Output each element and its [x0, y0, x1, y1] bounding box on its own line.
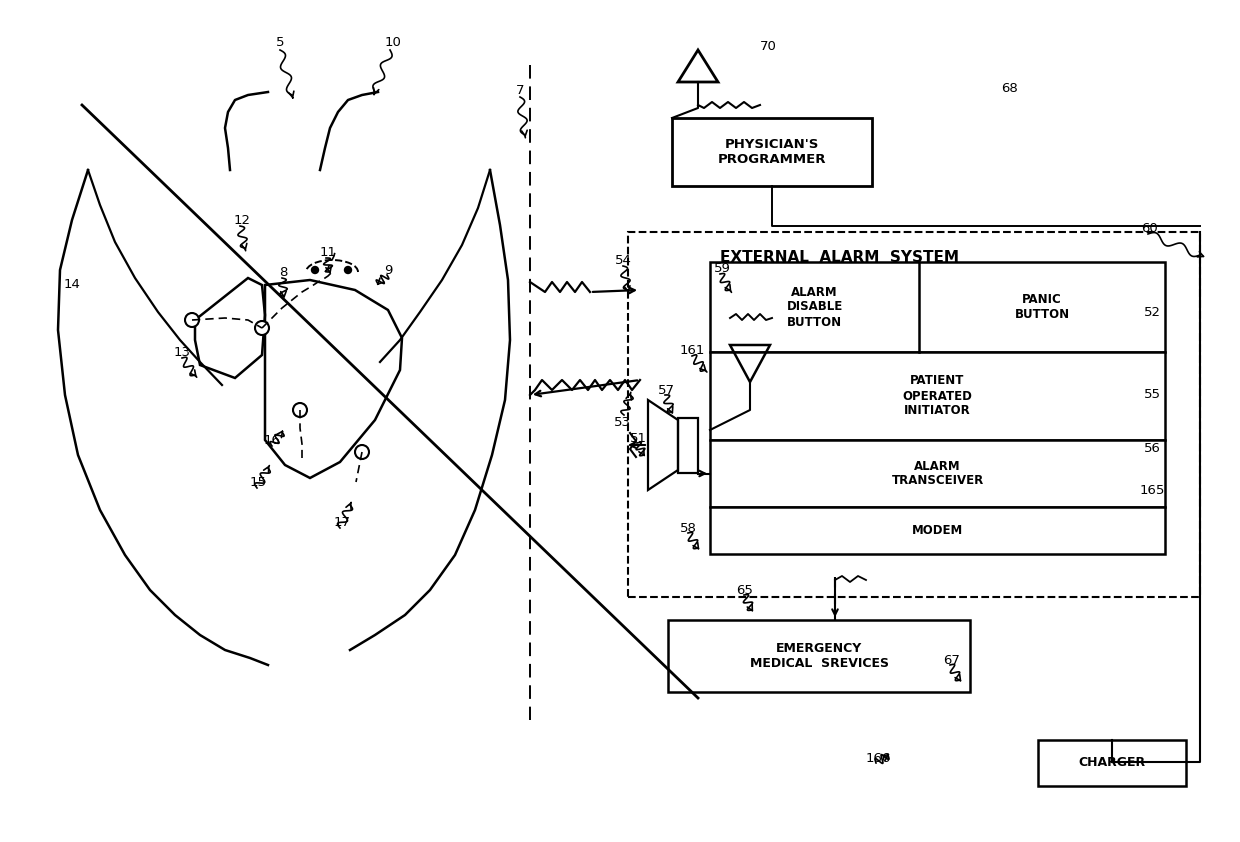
Text: 11: 11 — [320, 246, 336, 258]
Text: PHYSICIAN'S
PROGRAMMER: PHYSICIAN'S PROGRAMMER — [718, 138, 826, 166]
Text: 166: 166 — [866, 752, 890, 765]
Text: 9: 9 — [384, 264, 392, 276]
Text: 12: 12 — [233, 214, 250, 226]
Circle shape — [311, 267, 319, 274]
Text: 65: 65 — [737, 584, 754, 596]
Text: 16: 16 — [264, 434, 280, 446]
Bar — [711, 352, 1166, 440]
Text: 70: 70 — [760, 40, 776, 54]
Text: 161: 161 — [680, 344, 704, 356]
Circle shape — [355, 445, 370, 459]
Text: 58: 58 — [680, 521, 697, 535]
Text: 68: 68 — [1002, 82, 1018, 94]
Text: ALARM
TRANSCEIVER: ALARM TRANSCEIVER — [892, 460, 983, 488]
Circle shape — [185, 313, 198, 327]
Text: 17: 17 — [334, 515, 351, 529]
Text: 53: 53 — [614, 415, 630, 429]
Bar — [711, 440, 1166, 507]
Circle shape — [345, 267, 351, 274]
Text: 55: 55 — [1143, 387, 1161, 401]
Bar — [711, 507, 1166, 554]
Text: EXTERNAL  ALARM  SYSTEM: EXTERNAL ALARM SYSTEM — [720, 249, 960, 264]
Text: 15: 15 — [249, 476, 267, 488]
Circle shape — [293, 403, 308, 417]
Text: 56: 56 — [1143, 441, 1161, 455]
Text: 60: 60 — [1142, 221, 1158, 235]
Text: 165: 165 — [1140, 483, 1164, 497]
Text: 51: 51 — [630, 431, 646, 445]
Circle shape — [255, 321, 269, 335]
Text: 13: 13 — [174, 345, 191, 359]
Text: 14: 14 — [63, 279, 81, 291]
Bar — [678, 418, 698, 472]
Text: EMERGENCY
MEDICAL  SREVICES: EMERGENCY MEDICAL SREVICES — [749, 642, 889, 670]
Text: CHARGER: CHARGER — [1079, 756, 1146, 770]
Text: 67: 67 — [944, 653, 961, 667]
Bar — [1038, 740, 1185, 786]
Text: MODEM: MODEM — [911, 524, 963, 537]
Bar — [668, 620, 970, 692]
Text: 5: 5 — [275, 35, 284, 49]
Bar — [672, 118, 872, 186]
Text: 8: 8 — [279, 265, 288, 279]
Bar — [711, 262, 1166, 352]
Text: 52: 52 — [1143, 306, 1161, 318]
Text: ALARM
DISABLE
BUTTON: ALARM DISABLE BUTTON — [786, 285, 843, 328]
Text: 59: 59 — [713, 262, 730, 274]
Text: PANIC
BUTTON: PANIC BUTTON — [1014, 293, 1070, 321]
Text: 10: 10 — [384, 35, 402, 49]
Text: 7: 7 — [516, 83, 525, 97]
Text: 57: 57 — [657, 383, 675, 397]
Bar — [627, 232, 1200, 597]
Text: 54: 54 — [615, 253, 631, 267]
Text: PATIENT
OPERATED
INITIATOR: PATIENT OPERATED INITIATOR — [903, 375, 972, 418]
